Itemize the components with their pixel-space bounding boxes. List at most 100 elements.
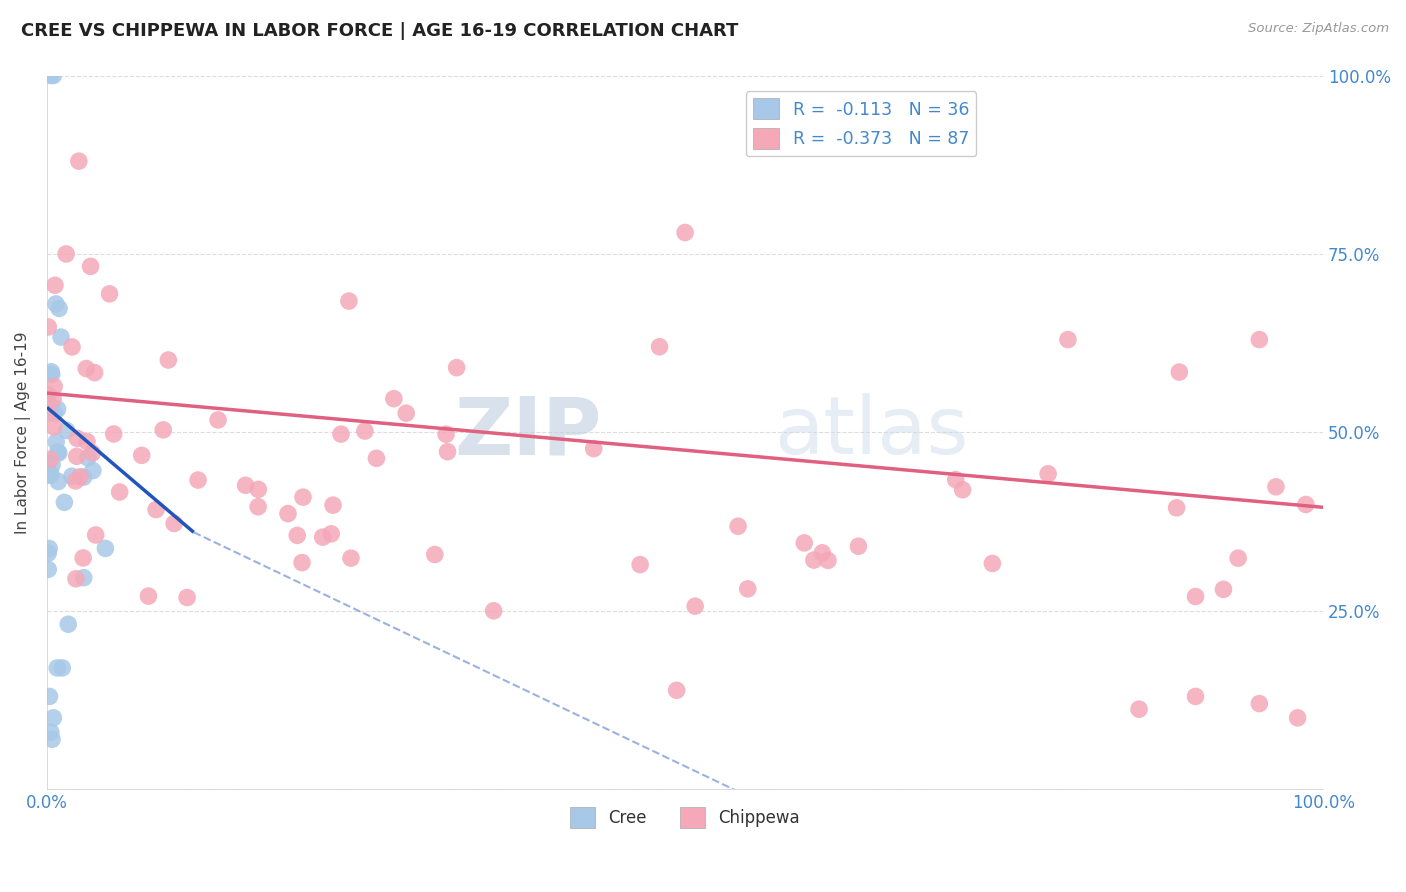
- Point: [648, 340, 671, 354]
- Point: [285, 528, 308, 542]
- Point: [46, 475, 69, 489]
- Point: [55, 247, 77, 261]
- Point: [235, 478, 257, 492]
- Point: [73, 470, 96, 484]
- Text: Source: ZipAtlas.com: Source: ZipAtlas.com: [1249, 22, 1389, 36]
- Point: [76, 434, 98, 449]
- Point: [46, 445, 69, 459]
- Point: [1249, 333, 1271, 347]
- Point: [482, 604, 505, 618]
- Point: [39, 467, 62, 481]
- Point: [46, 661, 69, 675]
- Point: [187, 473, 209, 487]
- Point: [94, 541, 117, 556]
- Text: CREE VS CHIPPEWA IN LABOR FORCE | AGE 16-19 CORRELATION CHART: CREE VS CHIPPEWA IN LABOR FORCE | AGE 16…: [21, 22, 738, 40]
- Point: [39, 69, 62, 83]
- Point: [60, 469, 83, 483]
- Point: [58, 617, 80, 632]
- Point: [1212, 582, 1234, 597]
- Point: [55, 424, 77, 438]
- Point: [737, 582, 759, 596]
- Point: [37, 406, 59, 420]
- Point: [582, 442, 605, 456]
- Point: [53, 495, 76, 509]
- Point: [436, 444, 458, 458]
- Point: [39, 365, 62, 379]
- Point: [322, 498, 344, 512]
- Point: [37, 456, 59, 470]
- Text: atlas: atlas: [775, 393, 969, 471]
- Point: [727, 519, 749, 533]
- Point: [366, 451, 388, 466]
- Point: [395, 406, 418, 420]
- Point: [42, 69, 65, 83]
- Point: [277, 507, 299, 521]
- Point: [37, 562, 59, 576]
- Point: [42, 392, 65, 406]
- Point: [811, 546, 834, 560]
- Point: [337, 294, 360, 309]
- Point: [82, 446, 104, 460]
- Point: [39, 452, 62, 467]
- Legend: Cree, Chippewa: Cree, Chippewa: [564, 801, 807, 834]
- Point: [446, 360, 468, 375]
- Point: [981, 557, 1004, 571]
- Point: [952, 483, 974, 497]
- Point: [247, 483, 270, 497]
- Point: [108, 485, 131, 500]
- Point: [37, 388, 59, 402]
- Point: [1184, 690, 1206, 704]
- Point: [138, 589, 160, 603]
- Point: [1128, 702, 1150, 716]
- Point: [176, 591, 198, 605]
- Point: [312, 530, 335, 544]
- Point: [321, 526, 343, 541]
- Point: [41, 732, 63, 747]
- Point: [45, 434, 67, 449]
- Point: [683, 599, 706, 614]
- Point: [44, 406, 66, 420]
- Point: [66, 432, 89, 446]
- Point: [817, 553, 839, 567]
- Point: [66, 450, 89, 464]
- Point: [41, 458, 63, 472]
- Point: [803, 553, 825, 567]
- Point: [152, 423, 174, 437]
- Point: [1249, 697, 1271, 711]
- Point: [354, 424, 377, 438]
- Point: [665, 683, 688, 698]
- Point: [42, 711, 65, 725]
- Point: [848, 539, 870, 553]
- Point: [79, 260, 101, 274]
- Point: [945, 473, 967, 487]
- Point: [131, 448, 153, 462]
- Text: ZIP: ZIP: [456, 393, 602, 471]
- Point: [1036, 467, 1059, 481]
- Point: [291, 556, 314, 570]
- Point: [37, 546, 59, 560]
- Point: [46, 402, 69, 417]
- Point: [82, 464, 104, 478]
- Point: [60, 340, 83, 354]
- Point: [157, 353, 180, 368]
- Point: [73, 571, 96, 585]
- Point: [628, 558, 651, 572]
- Point: [1265, 480, 1288, 494]
- Point: [39, 400, 62, 414]
- Point: [1286, 711, 1309, 725]
- Point: [45, 297, 67, 311]
- Point: [69, 470, 91, 484]
- Point: [39, 468, 62, 483]
- Point: [292, 490, 315, 504]
- Point: [163, 516, 186, 531]
- Point: [48, 446, 70, 460]
- Point: [382, 392, 405, 406]
- Point: [103, 427, 125, 442]
- Point: [330, 427, 353, 442]
- Point: [98, 286, 121, 301]
- Point: [145, 502, 167, 516]
- Point: [423, 548, 446, 562]
- Point: [1057, 333, 1080, 347]
- Point: [84, 528, 107, 542]
- Point: [247, 500, 270, 514]
